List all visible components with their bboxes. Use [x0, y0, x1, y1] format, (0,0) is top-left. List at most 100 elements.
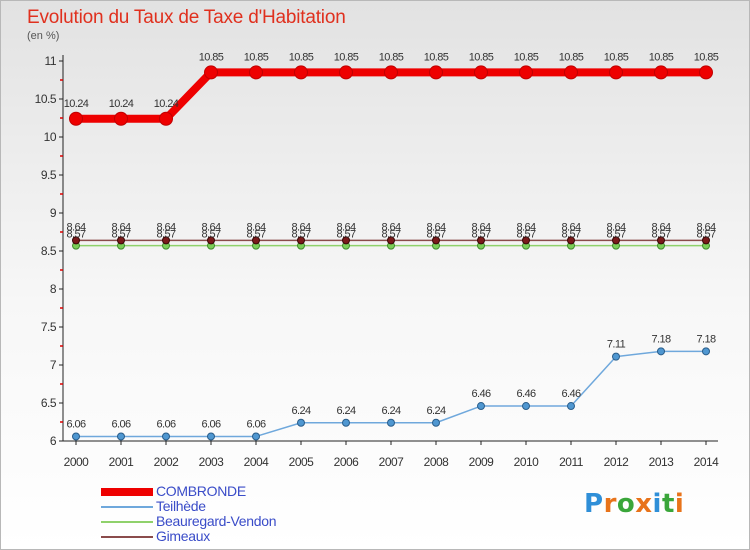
- data-label: 8.64: [471, 221, 490, 233]
- data-label: 7.18: [696, 333, 715, 345]
- y-tick-label: 8: [50, 282, 57, 296]
- data-label: 6.24: [381, 405, 400, 417]
- data-point: [387, 418, 395, 427]
- data-point: [564, 65, 578, 80]
- data-label: 8.57: [696, 229, 715, 241]
- data-label: 8.64: [696, 221, 715, 233]
- data-label: 8.64: [651, 221, 670, 233]
- data-label: 6.24: [291, 405, 310, 417]
- legend-item: Gimeaux: [101, 529, 276, 544]
- y-tick-label: 7: [50, 358, 57, 372]
- data-label: 10.85: [649, 51, 674, 63]
- data-label: 6.06: [156, 418, 175, 430]
- data-label: 10.24: [64, 98, 89, 110]
- data-point: [567, 236, 575, 245]
- data-label: 8.57: [381, 229, 400, 241]
- data-label: 8.64: [111, 221, 130, 233]
- data-label: 8.57: [111, 229, 130, 241]
- data-point: [162, 236, 170, 245]
- data-label: 8.64: [156, 221, 175, 233]
- data-label: 10.85: [289, 51, 314, 63]
- brand-letter: i: [674, 489, 685, 519]
- x-tick-label: 2007: [379, 455, 405, 469]
- data-point: [297, 418, 305, 427]
- y-tick-label: 11: [45, 54, 57, 68]
- y-tick-label: 10: [44, 130, 57, 144]
- data-point: [207, 432, 215, 441]
- data-label: 10.85: [424, 51, 449, 63]
- x-tick-label: 2009: [469, 455, 495, 469]
- y-tick-label: 10.5: [35, 92, 57, 106]
- data-point: [654, 65, 668, 80]
- data-point: [609, 65, 623, 80]
- data-label: 10.85: [694, 51, 719, 63]
- data-point: [252, 236, 260, 245]
- data-label: 8.64: [426, 221, 445, 233]
- data-point: [702, 236, 710, 245]
- data-label: 8.57: [336, 229, 355, 241]
- data-label: 8.64: [516, 221, 535, 233]
- data-point: [567, 402, 575, 411]
- y-tick-label: 6: [50, 434, 57, 448]
- data-point: [114, 111, 128, 126]
- data-label: 10.85: [334, 51, 359, 63]
- series-gimeaux: [72, 236, 710, 245]
- data-point: [522, 402, 530, 411]
- y-tick-label: 9.5: [41, 168, 57, 182]
- data-label: 10.85: [604, 51, 629, 63]
- legend-item: Beauregard-Vendon: [101, 514, 277, 529]
- x-tick-label: 2001: [109, 455, 135, 469]
- data-label: 8.64: [291, 221, 310, 233]
- data-point: [207, 236, 215, 245]
- data-label: 10.85: [244, 51, 269, 63]
- data-label: 8.64: [606, 221, 625, 233]
- x-tick-label: 2006: [334, 455, 360, 469]
- data-point: [432, 236, 440, 245]
- data-label: 8.57: [156, 229, 175, 241]
- y-tick-label: 7.5: [41, 320, 57, 334]
- data-point: [249, 65, 263, 80]
- legend-item: Teilhède: [101, 499, 276, 514]
- brand-letter: i: [652, 489, 662, 519]
- legend-label: COMBRONDE: [156, 483, 246, 499]
- x-tick-label: 2005: [289, 455, 315, 469]
- data-label: 8.57: [561, 229, 580, 241]
- brand-letter: x: [635, 489, 653, 519]
- data-point: [477, 236, 485, 245]
- data-point: [342, 236, 350, 245]
- data-label: 8.64: [336, 221, 355, 233]
- legend: COMBRONDE Teilhède Beauregard-Vendon Gimeau…: [101, 484, 277, 544]
- data-point: [612, 352, 620, 361]
- x-tick-label: 2013: [649, 455, 675, 469]
- data-point: [429, 65, 443, 80]
- data-point: [252, 432, 260, 441]
- data-point: [474, 65, 488, 80]
- data-label: 6.06: [246, 418, 265, 430]
- data-label: 7.11: [607, 339, 626, 351]
- x-tick-label: 2012: [604, 455, 630, 469]
- data-label: 6.24: [426, 405, 445, 417]
- data-label: 8.57: [516, 229, 535, 241]
- data-point: [519, 65, 533, 80]
- data-point: [159, 111, 173, 126]
- data-label: 8.57: [471, 229, 490, 241]
- data-label: 8.64: [246, 221, 265, 233]
- data-point: [387, 236, 395, 245]
- data-point: [522, 236, 530, 245]
- x-tick-label: 2002: [154, 455, 180, 469]
- data-label: 6.46: [561, 388, 580, 400]
- data-label: 10.85: [559, 51, 584, 63]
- data-label: 8.57: [651, 229, 670, 241]
- data-label: 10.85: [514, 51, 539, 63]
- data-label: 6.46: [516, 388, 535, 400]
- data-label: 6.46: [471, 388, 490, 400]
- data-label: 8.57: [246, 229, 265, 241]
- chart-title: Evolution du Taux de Taxe d'Habitation: [27, 7, 346, 28]
- x-tick-label: 2014: [694, 455, 720, 469]
- data-label: 8.57: [201, 229, 220, 241]
- line-chart: 6 6.5 7 7.5 8 8.5 9 9.5 10 10.5 11 2000 2001 2002 2003…: [35, 51, 720, 469]
- data-point: [342, 418, 350, 427]
- x-tick-label: 2004: [244, 455, 270, 469]
- legend-item: COMBRONDE: [101, 484, 276, 499]
- brand-letter: r: [603, 489, 617, 519]
